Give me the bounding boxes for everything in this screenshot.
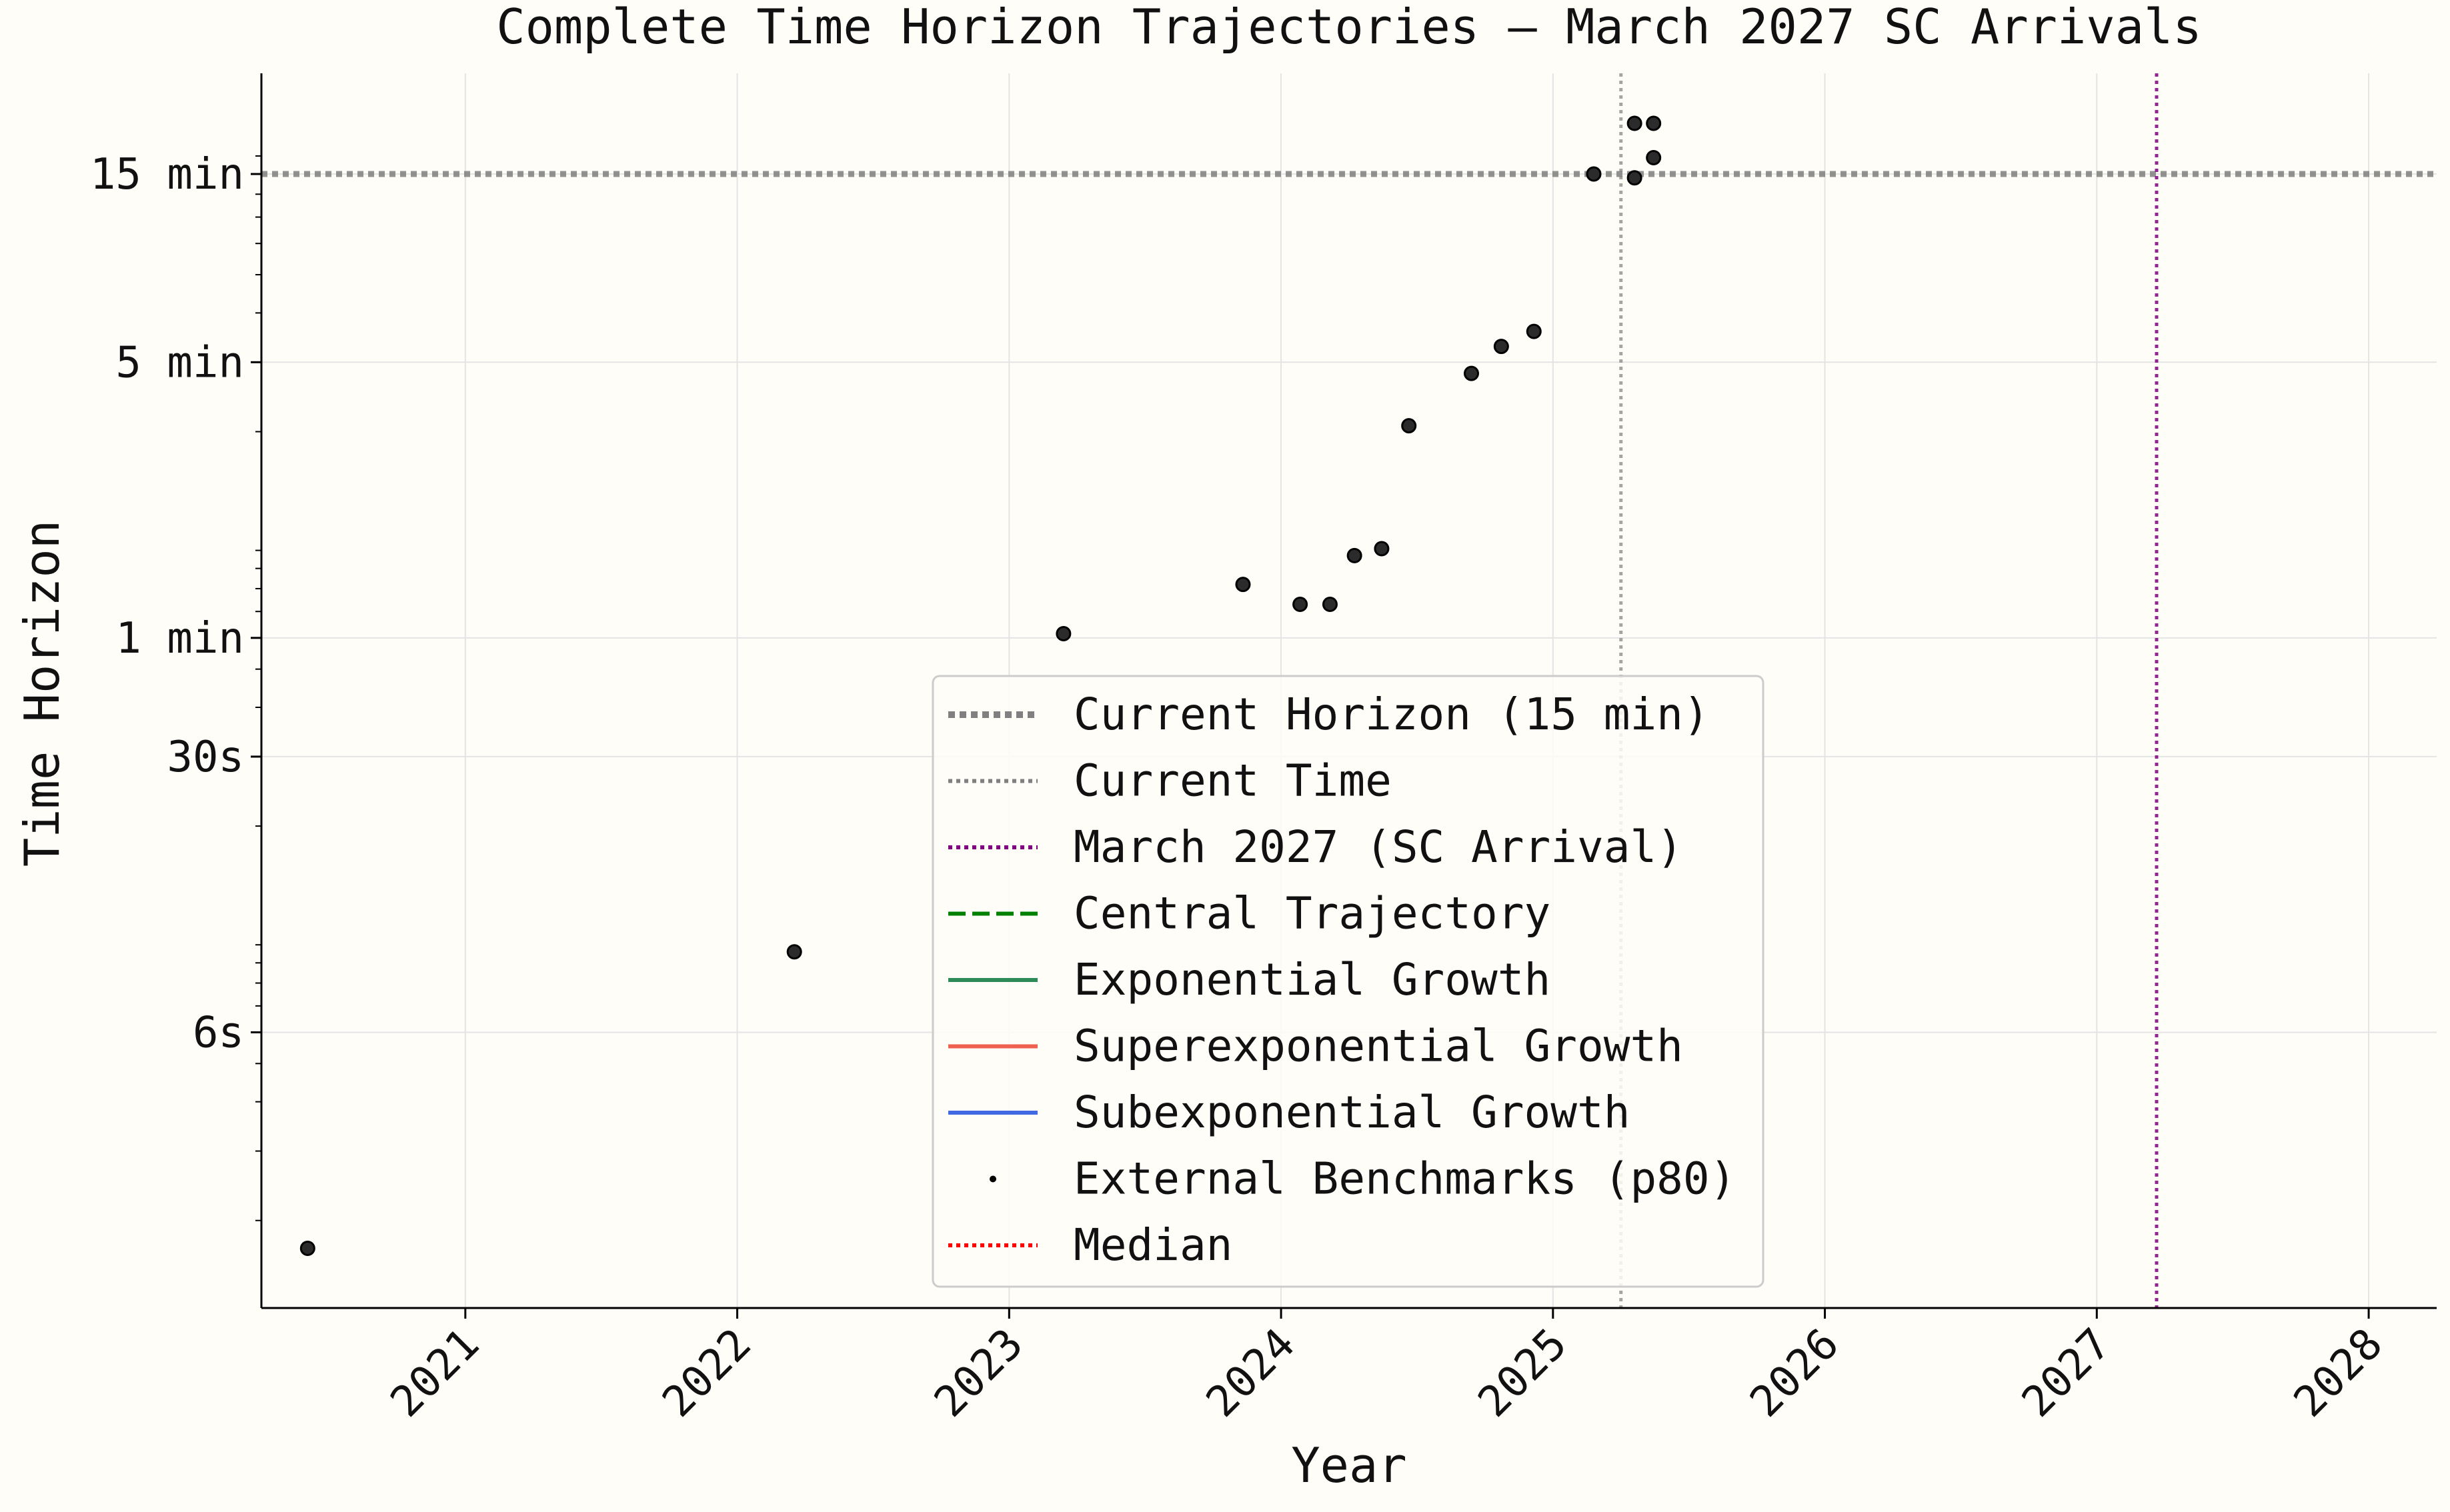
benchmark-point	[1346, 547, 1362, 563]
benchmark-point	[1322, 596, 1338, 612]
benchmark-point	[299, 1241, 315, 1257]
benchmark-point	[1292, 596, 1308, 612]
legend-label: Exponential Growth	[1074, 954, 1550, 1005]
benchmark-points	[299, 115, 1662, 1257]
y-tick-label: 15 min	[90, 150, 244, 199]
x-axis-label: Year	[1291, 1437, 1406, 1493]
benchmark-point	[1493, 339, 1509, 355]
y-tick-label: 6s	[193, 1008, 244, 1057]
legend-label: Current Time	[1074, 755, 1392, 807]
benchmark-point	[1586, 166, 1602, 182]
benchmark-point	[1646, 115, 1662, 131]
chart-title: Complete Time Horizon Trajectories — Mar…	[496, 0, 2202, 55]
legend-label: Subexponential Growth	[1074, 1087, 1630, 1138]
legend-label: Superexponential Growth	[1074, 1021, 1683, 1072]
benchmark-point	[1646, 150, 1662, 166]
legend-label: March 2027 (SC Arrival)	[1074, 821, 1683, 873]
benchmark-point	[1626, 115, 1642, 131]
benchmark-point	[1056, 625, 1072, 641]
legend-label: Current Horizon (15 min)	[1074, 689, 1710, 740]
benchmark-point	[1374, 541, 1390, 557]
y-axis-label: Time Horizon	[14, 520, 70, 867]
benchmark-point	[786, 944, 802, 960]
legend: Current Horizon (15 min) Current Time Marc…	[932, 675, 1764, 1288]
y-tick-label: 5 min	[115, 338, 244, 387]
benchmark-point	[1401, 418, 1417, 434]
y-tick-label: 30s	[167, 733, 244, 782]
benchmark-point	[1235, 577, 1251, 593]
benchmark-point	[1626, 170, 1642, 186]
legend-label: Median	[1074, 1219, 1232, 1271]
y-tick-label: 1 min	[115, 614, 244, 663]
legend-box	[932, 675, 1764, 1288]
legend-label: External Benchmarks (p80)	[1074, 1153, 1736, 1205]
benchmark-point	[1526, 323, 1542, 339]
legend-marker	[990, 1175, 996, 1183]
benchmark-point	[1463, 365, 1479, 381]
legend-label: Central Trajectory	[1074, 888, 1550, 939]
y-ticks: 6s 30s 1 min 5 min 15 min	[90, 150, 261, 1221]
